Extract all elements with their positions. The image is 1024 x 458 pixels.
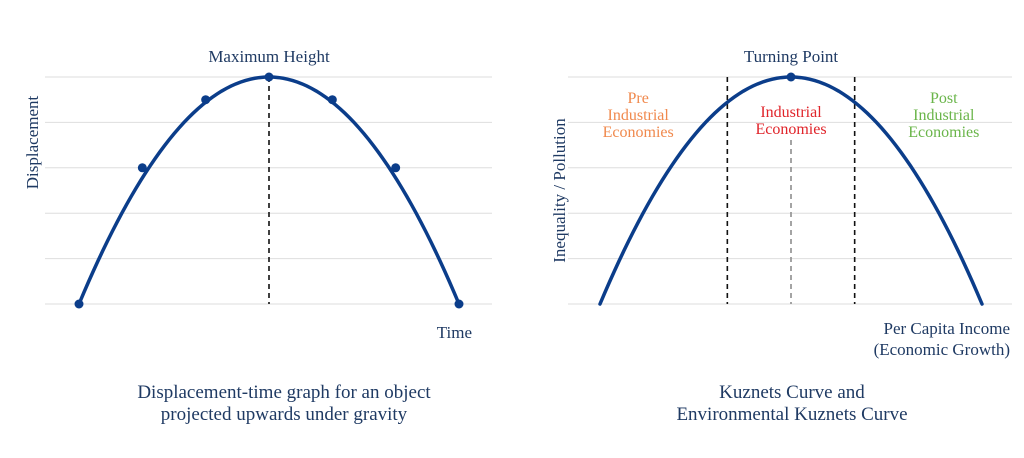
region-label-line: Economies — [755, 121, 826, 138]
x-axis-label: Per Capita Income (Economic Growth) — [874, 319, 1010, 359]
region-label: Post Industrial Economies — [908, 90, 979, 141]
region-label-line: Pre — [628, 90, 649, 107]
x-axis-label-line: Time — [437, 323, 472, 342]
x-axis-label: Time — [437, 323, 472, 342]
x-axis-label-line: (Economic Growth) — [874, 340, 1010, 359]
data-point — [327, 95, 337, 105]
chart-title-line: Kuznets Curve and — [719, 382, 865, 403]
region-label: Pre Industrial Economies — [603, 90, 674, 141]
data-point — [264, 72, 274, 82]
region-label-line: Post — [930, 90, 958, 107]
region-label: Industrial Economies — [755, 104, 826, 138]
region-label-line: Economies — [603, 124, 674, 141]
data-point — [201, 95, 211, 105]
max-height-label: Maximum Height — [208, 47, 330, 66]
region-label-line: Industrial — [608, 107, 670, 124]
data-point — [454, 299, 464, 309]
y-axis-label: Displacement — [23, 95, 42, 189]
chart-title: Kuznets Curve and Environmental Kuznets C… — [676, 382, 907, 425]
x-axis-label-line: Per Capita Income — [883, 319, 1010, 338]
region-label-line: Industrial — [760, 104, 822, 121]
turning-point-marker — [786, 72, 796, 82]
data-point — [74, 299, 84, 309]
region-label-line: Industrial — [913, 107, 975, 124]
data-point — [391, 163, 401, 173]
chart-title-line: projected upwards under gravity — [161, 404, 408, 425]
region-label-line: Economies — [908, 124, 979, 141]
chart-title-line: Environmental Kuznets Curve — [676, 404, 907, 425]
turning-point-label: Turning Point — [744, 47, 839, 66]
y-axis-label: Inequality / Pollution — [550, 118, 569, 263]
displacement-time-chart: Maximum Height Displacement Time Displaceme… — [23, 47, 492, 425]
data-point — [137, 163, 147, 173]
chart-title-line: Displacement-time graph for an object — [137, 382, 431, 403]
chart-title: Displacement-time graph for an object pro… — [137, 382, 431, 425]
